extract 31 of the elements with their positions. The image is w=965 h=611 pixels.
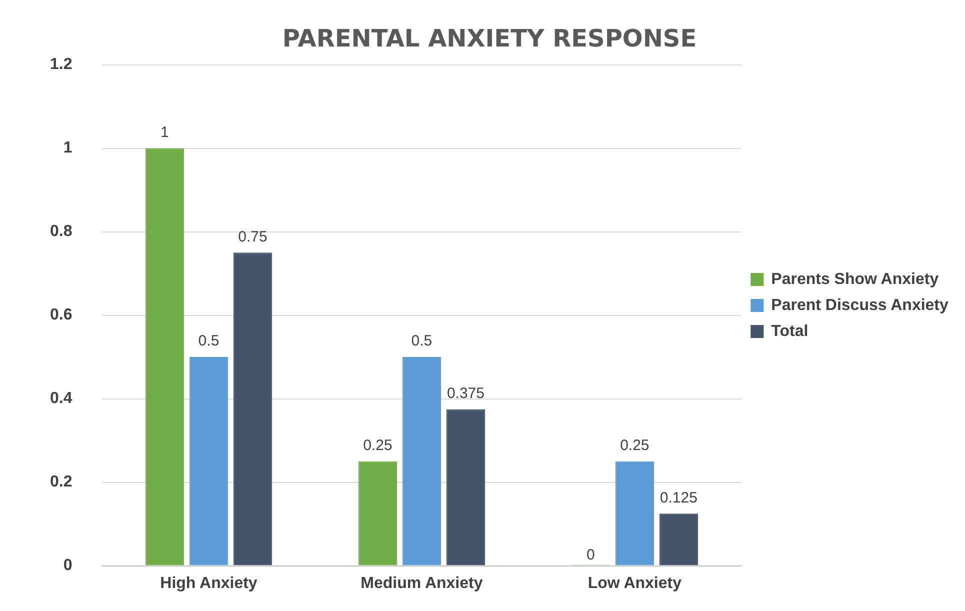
- legend-label: Total: [771, 322, 808, 340]
- y-tick-label: 0.6: [50, 306, 72, 324]
- bar: [233, 252, 272, 566]
- x-tick-label: Medium Anxiety: [360, 574, 483, 592]
- x-tick-label: High Anxiety: [160, 574, 258, 592]
- y-tick-label: 0.2: [50, 474, 72, 491]
- bar: [358, 461, 398, 566]
- y-tick-label: 1: [63, 140, 72, 157]
- x-tick-label: Low Anxiety: [588, 574, 682, 592]
- bar: [659, 514, 698, 566]
- legend-label: Parent Discuss Anxiety: [771, 296, 949, 314]
- data-label: 0.75: [238, 228, 268, 246]
- bar: [615, 461, 654, 566]
- y-tick-label: 0.8: [50, 223, 72, 240]
- data-label: 1: [160, 124, 169, 141]
- bar: [402, 357, 442, 566]
- bar: [189, 357, 228, 566]
- data-label: 0.25: [363, 437, 392, 454]
- bar: [446, 409, 486, 566]
- y-tick-label: 0.4: [50, 390, 72, 408]
- chart-title: PARENTAL ANXIETY RESPONSE: [282, 24, 697, 53]
- bar: [145, 148, 184, 566]
- data-label: 0.25: [620, 437, 650, 454]
- data-label: 0: [586, 546, 595, 564]
- y-tick-label: 0: [63, 557, 72, 574]
- y-tick-label: 1.2: [50, 56, 72, 74]
- data-label: 0.125: [660, 489, 698, 506]
- data-label: 0.5: [198, 332, 220, 350]
- legend-label: Parents Show Anxiety: [771, 270, 939, 288]
- data-label: 0.375: [446, 384, 484, 402]
- data-label: 0.5: [411, 332, 432, 350]
